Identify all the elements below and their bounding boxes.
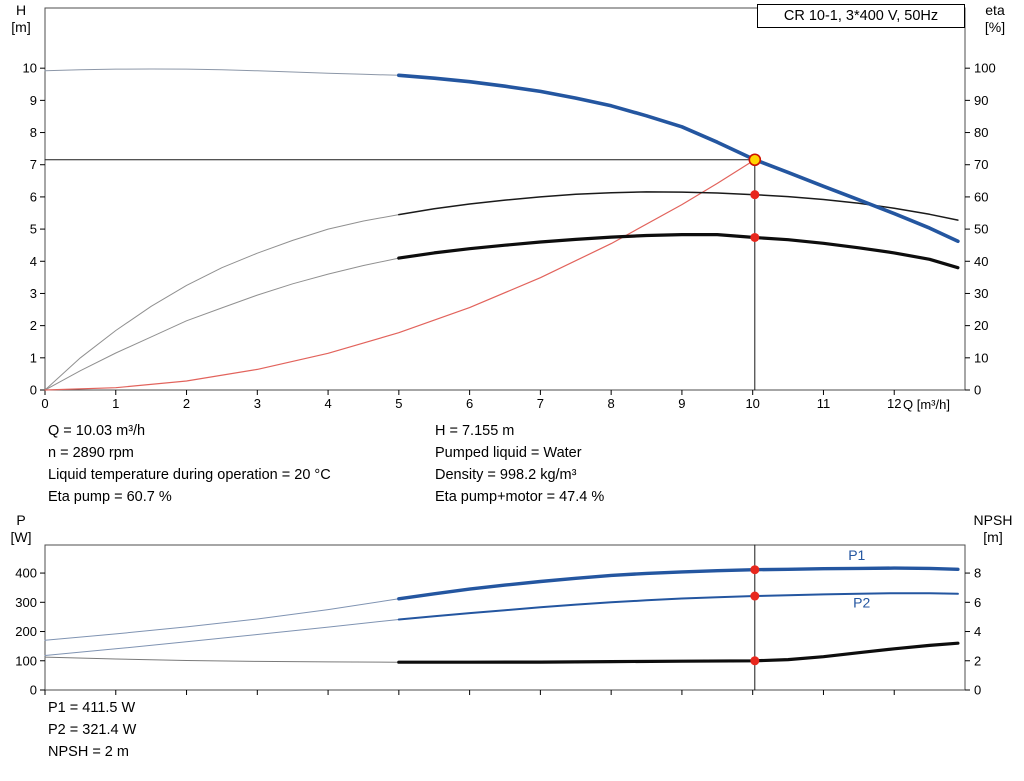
npsh-point <box>750 656 760 666</box>
duty-head-value: H = 7.155 m <box>435 423 515 439</box>
x-tick-label: 10 <box>745 396 759 411</box>
x-tick-label: 7 <box>537 396 544 411</box>
eta-pump-motor-value: Eta pump+motor = 47.4 % <box>435 489 605 505</box>
power-npsh-info: P1 = 411.5 W P2 = 321.4 W NPSH = 2 m <box>48 697 136 763</box>
y-left-tick-label: 2 <box>30 318 37 333</box>
y-right-tick-label: 70 <box>974 157 988 172</box>
eta-pump-motor-point <box>750 232 760 242</box>
eta-pump-motor-curve <box>397 233 960 270</box>
h-axis-symbol: H <box>15 2 27 18</box>
y-right-tick-label: 6 <box>974 595 981 610</box>
y-left-tick-label: 0 <box>30 383 37 398</box>
curve-label-p1: P1 <box>848 547 865 563</box>
x-tick-label: 4 <box>324 396 331 411</box>
p-axis-unit: [W] <box>10 529 32 545</box>
x-tick-label: 11 <box>817 396 831 411</box>
y-left-tick-label: 4 <box>30 254 37 269</box>
y-right-tick-label: 20 <box>974 318 988 333</box>
y-right-tick-label: 100 <box>974 61 996 76</box>
y-right-tick-label: 2 <box>974 653 981 668</box>
npsh-axis-label: NPSH [m] <box>964 512 1022 546</box>
y-right-tick-label: 90 <box>974 93 988 108</box>
y-left-tick-label: 0 <box>30 683 37 698</box>
x-tick-label: 1 <box>112 396 119 411</box>
y-left-tick-label: 200 <box>15 624 37 639</box>
pumped-liquid-value: Pumped liquid = Water <box>435 445 582 461</box>
p-axis-label: P [W] <box>0 512 42 546</box>
npsh-curve <box>397 641 960 664</box>
y-left-tick-label: 8 <box>30 125 37 140</box>
y-left-tick-label: 400 <box>15 566 37 581</box>
duty-info-right: H = 7.155 m Pumped liquid = Water Densit… <box>435 420 604 508</box>
p-axis-symbol: P <box>16 512 26 528</box>
x-tick-label: 6 <box>466 396 473 411</box>
y-right-tick-label: 50 <box>974 222 988 237</box>
npsh-axis-unit: [m] <box>983 529 1003 545</box>
duty-point[interactable] <box>748 153 762 167</box>
y-left-tick-label: 3 <box>30 286 37 301</box>
y-right-tick-label: 40 <box>974 254 988 269</box>
pump-curve <box>396 73 960 244</box>
y-left-tick-label: 300 <box>15 595 37 610</box>
eta-axis-unit: [%] <box>984 19 1006 35</box>
eta-pump-motor-curve-ext <box>44 257 400 391</box>
pump-title-box: CR 10-1, 3*400 V, 50Hz <box>757 4 965 28</box>
y-right-tick-label: 30 <box>974 286 988 301</box>
eta-pump-value: Eta pump = 60.7 % <box>48 489 172 505</box>
p2-value: P2 = 321.4 W <box>48 722 137 738</box>
y-right-tick-label: 10 <box>974 350 988 365</box>
p1-value: P1 = 411.5 W <box>48 700 136 716</box>
p1-curve-ext <box>44 598 400 641</box>
pump-curve-ext <box>44 68 400 76</box>
density-value: Density = 998.2 kg/m³ <box>435 467 577 483</box>
y-left-tick-label: 1 <box>30 350 37 365</box>
chart-hq-plot-border <box>44 7 966 391</box>
duty-info-left: Q = 10.03 m³/h n = 2890 rpm Liquid tempe… <box>48 420 331 508</box>
p-npsh-chart: 0 100 200 300 400 0 2 4 6 8 P1 P2 <box>15 544 981 698</box>
speed-value: n = 2890 rpm <box>48 445 134 461</box>
x-tick-label: 8 <box>608 396 615 411</box>
p1-curve <box>397 566 960 601</box>
curve-label-p2: P2 <box>853 595 870 611</box>
x-tick-label: 12 <box>887 396 901 411</box>
x-tick-label: 5 <box>395 396 402 411</box>
npsh-value: NPSH = 2 m <box>48 744 129 760</box>
y-right-tick-label: 4 <box>974 624 981 639</box>
x-tick-label: 3 <box>254 396 261 411</box>
y-right-tick-label: 8 <box>974 566 981 581</box>
y-left-tick-label: 6 <box>30 189 37 204</box>
y-left-tick-label: 7 <box>30 157 37 172</box>
p2-curve-ext <box>44 619 400 656</box>
x-tick-label: 2 <box>183 396 190 411</box>
eta-pump-curve-ext <box>44 214 400 391</box>
y-left-tick-label: 100 <box>15 653 37 668</box>
p2-curve <box>397 592 959 621</box>
q-axis-label: Q [m³/h] <box>903 397 950 412</box>
eta-axis-symbol: eta <box>985 2 1005 18</box>
eta-pump-point <box>750 190 760 200</box>
system-curve <box>44 159 756 391</box>
h-axis-unit: [m] <box>11 19 31 35</box>
x-tick-label: 0 <box>41 396 48 411</box>
chart-p-npsh-plot-border <box>44 544 966 691</box>
y-left-tick-label: 9 <box>30 93 37 108</box>
y-right-tick-label: 0 <box>974 383 981 398</box>
npsh-curve-ext <box>44 656 400 663</box>
y-right-tick-label: 80 <box>974 125 988 140</box>
x-tick-label: 9 <box>678 396 685 411</box>
y-left-tick-label: 5 <box>30 222 37 237</box>
npsh-axis-symbol: NPSH <box>973 512 1013 528</box>
y-left-tick-label: 10 <box>23 61 37 76</box>
h-axis-label: H [m] <box>0 2 42 36</box>
duty-flow-value: Q = 10.03 m³/h <box>48 423 146 439</box>
eta-axis-label: eta [%] <box>970 2 1020 36</box>
hq-eta-chart: 0 1 2 3 4 5 6 7 8 9 10 11 12012345678910010203040506… <box>23 7 996 411</box>
p1-point <box>750 565 760 575</box>
liquid-temperature-value: Liquid temperature during operation = 20… <box>48 467 331 483</box>
y-right-tick-label: 60 <box>974 189 988 204</box>
y-right-tick-label: 0 <box>974 683 981 698</box>
p2-point <box>750 591 760 601</box>
